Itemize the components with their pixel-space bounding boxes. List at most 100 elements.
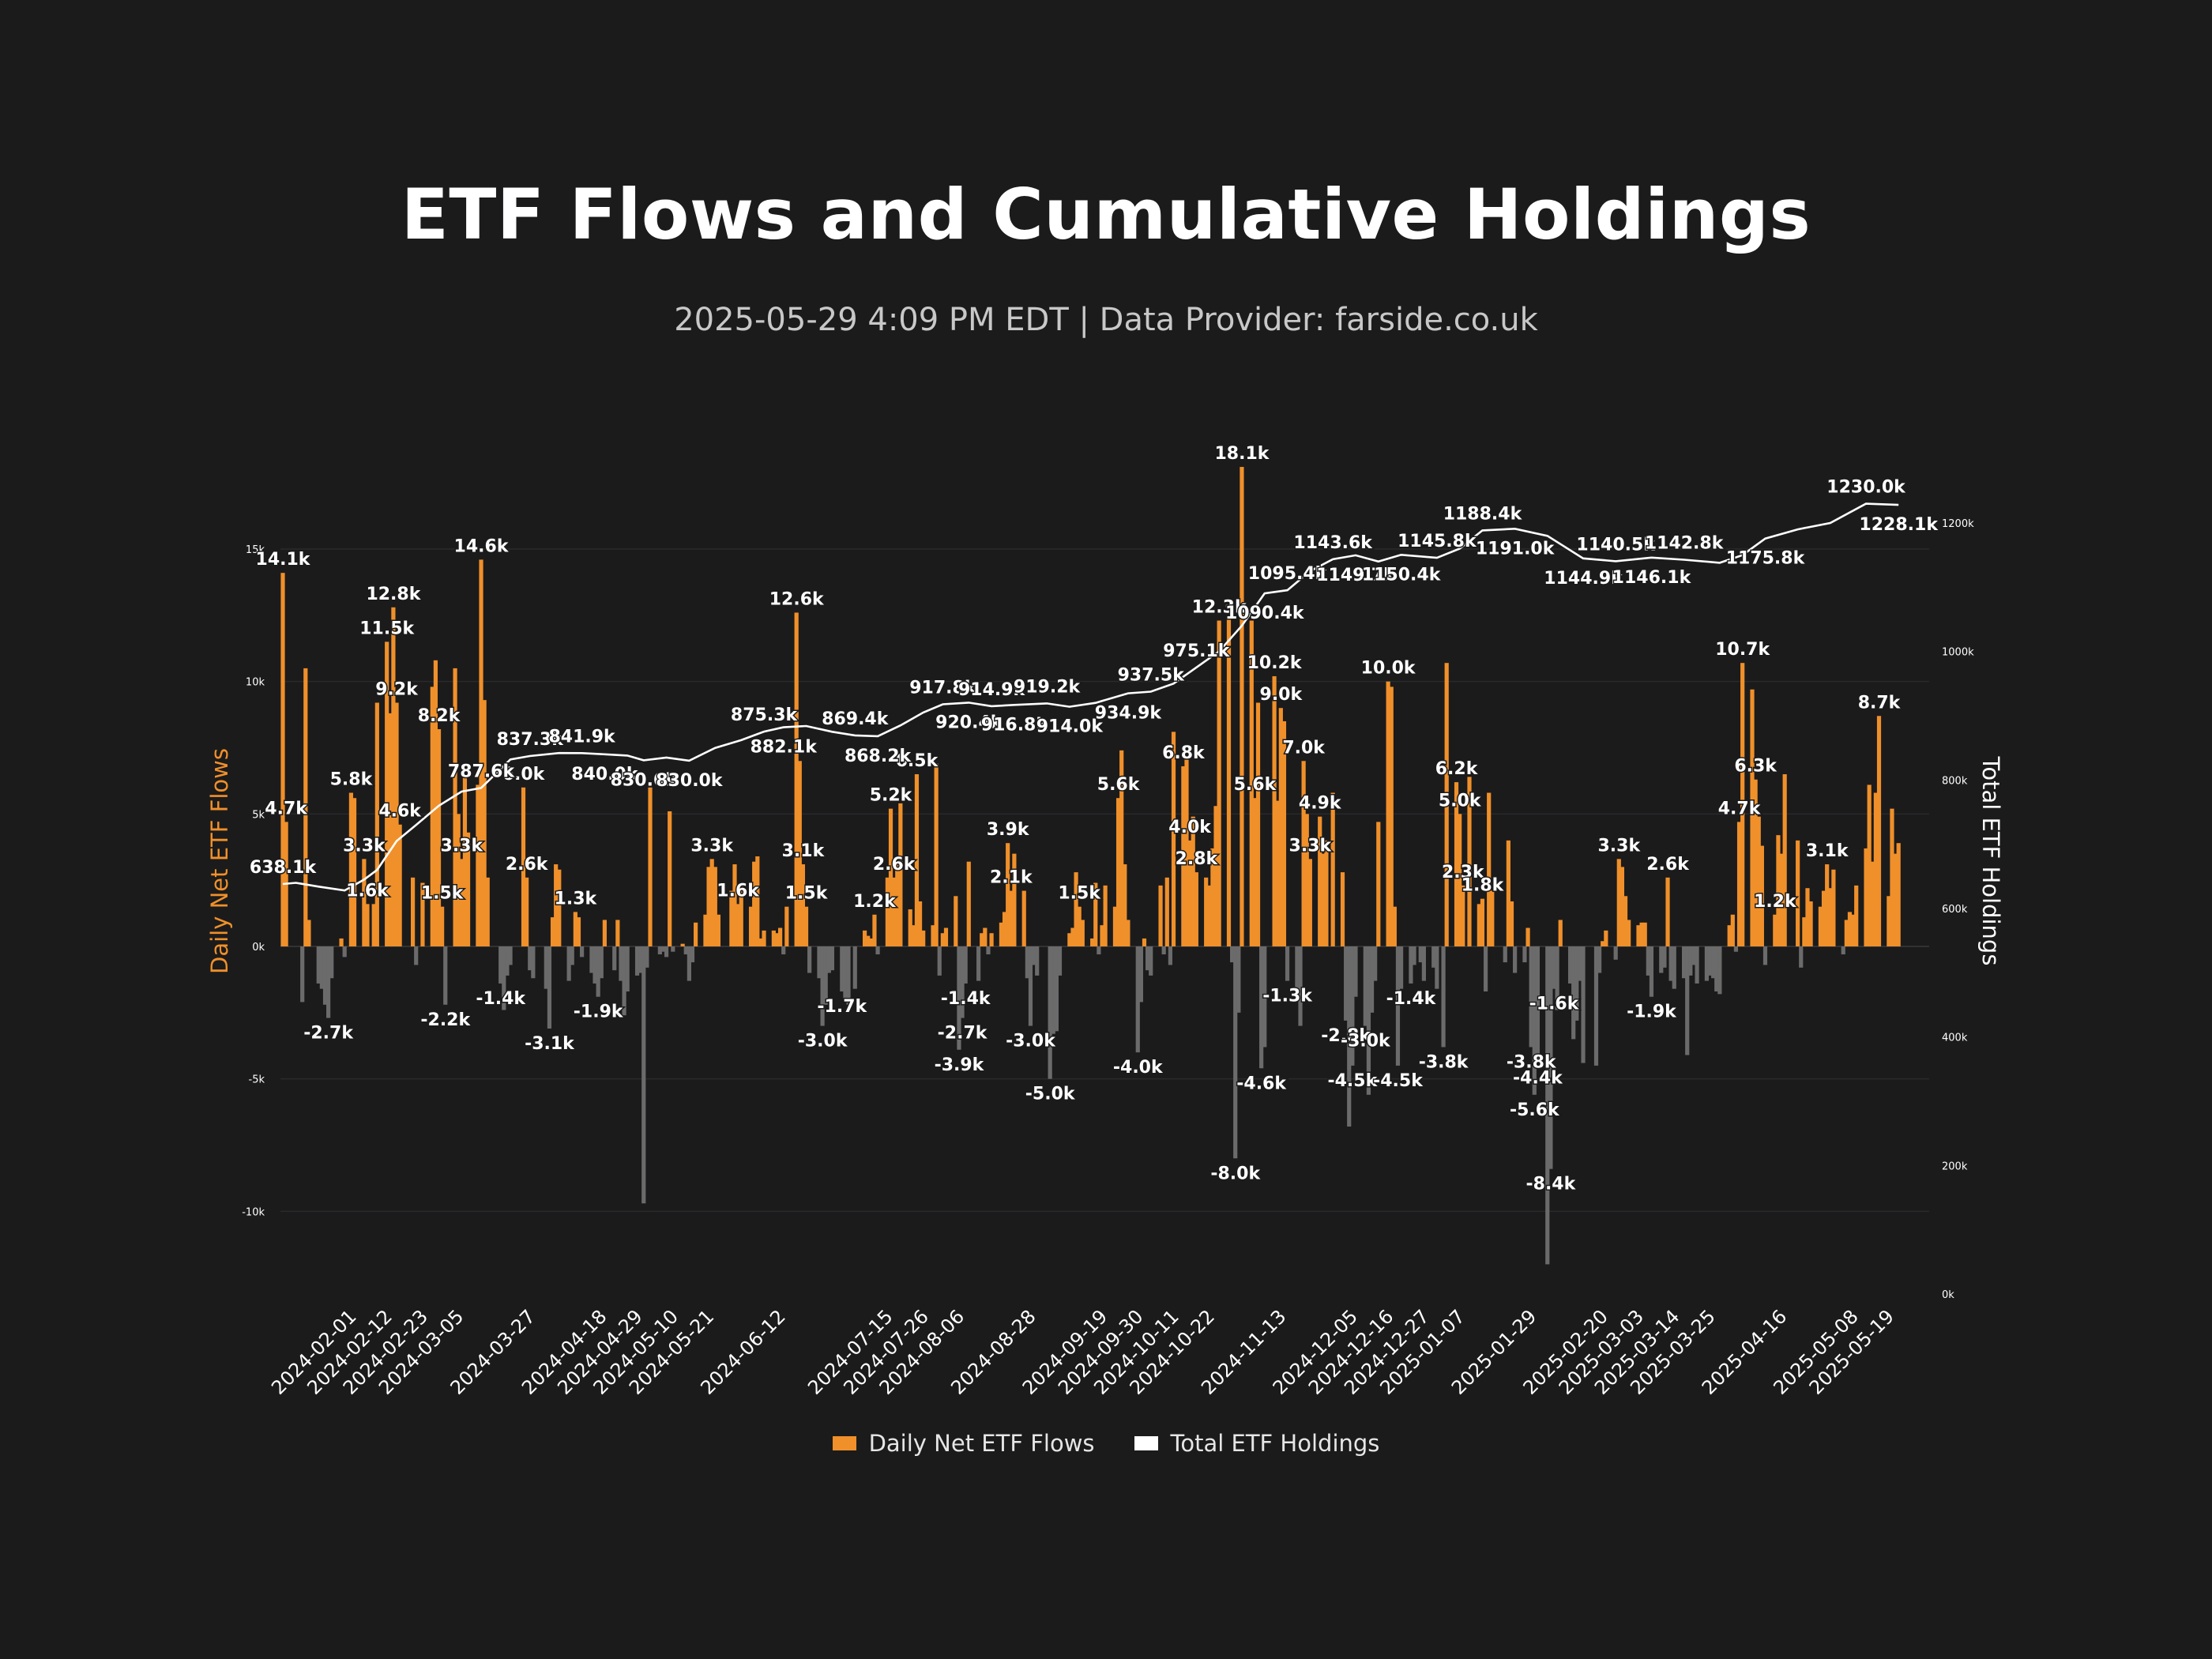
flow-data-label: 18.1k — [1214, 444, 1270, 464]
flow-bar — [1522, 946, 1527, 963]
flow-bar — [784, 906, 789, 946]
flow-bar — [1887, 896, 1891, 946]
flow-bar — [648, 787, 653, 946]
y-tick-label: -10k — [242, 1206, 265, 1218]
flow-data-label: 4.7k — [265, 799, 308, 818]
flow-bar — [1578, 946, 1582, 981]
flow-bar — [1613, 946, 1618, 960]
flow-bar — [440, 906, 445, 946]
flow-bar — [794, 612, 799, 946]
flow-data-label: -4.6k — [1236, 1074, 1287, 1093]
flow-bar — [1558, 920, 1563, 946]
flow-bar — [1255, 702, 1261, 946]
flow-bar — [1623, 896, 1628, 946]
flow-bar — [771, 930, 776, 946]
flow-bar — [1825, 864, 1830, 946]
flow-data-label: -3.0k — [1006, 1032, 1056, 1051]
flow-bar — [1711, 946, 1716, 979]
flow-data-label: -2.8k — [1321, 1026, 1371, 1046]
flow-bar — [1373, 946, 1378, 981]
flow-bar — [1730, 914, 1735, 946]
flow-bar — [1093, 882, 1098, 946]
flow-bar — [391, 607, 396, 946]
flow-bar — [1353, 946, 1358, 997]
flow-bar — [374, 702, 379, 946]
flow-bar — [803, 906, 809, 946]
flow-bar — [1695, 946, 1699, 984]
flow-bar — [566, 946, 571, 981]
y2-tick-label: 800k — [1942, 775, 1968, 787]
holdings-data-label: 638.1k — [250, 858, 318, 878]
flow-bar — [931, 925, 935, 946]
flow-bar — [1776, 835, 1781, 946]
flow-data-label: -4.0k — [1113, 1058, 1164, 1078]
flow-bar — [1321, 853, 1326, 946]
flow-data-label: 4.9k — [1299, 794, 1342, 814]
flow-bar — [846, 946, 851, 1005]
flow-data-label: -2.2k — [420, 1010, 471, 1030]
holdings-data-label: 1090.4k — [1225, 604, 1305, 623]
flow-bar — [921, 930, 926, 946]
flow-bar — [826, 946, 831, 973]
flow-bar — [1535, 946, 1540, 1063]
flow-bar — [966, 861, 971, 946]
flow-bar — [709, 859, 714, 946]
y2-tick-label: 1000k — [1942, 647, 1974, 659]
flow-bar — [1210, 848, 1215, 946]
y-tick-label: 5k — [252, 809, 265, 821]
flow-bar — [989, 933, 994, 946]
flow-bar — [1503, 946, 1507, 963]
flow-bar — [1893, 853, 1898, 946]
legend-item-flows[interactable]: Daily Net ETF Flows — [832, 1430, 1095, 1457]
legend-item-holdings[interactable]: Total ETF Holdings — [1134, 1430, 1379, 1457]
flow-bar — [937, 946, 942, 976]
flow-bar — [1149, 946, 1153, 976]
flow-data-label: 2.6k — [506, 855, 549, 875]
holdings-data-label: 1149.7k — [1316, 566, 1396, 585]
flow-bar — [976, 946, 981, 981]
flow-bar — [888, 808, 893, 946]
flow-bar — [960, 946, 965, 1018]
flow-bar — [1458, 814, 1462, 946]
flow-bar — [1805, 888, 1810, 946]
flow-bar — [687, 946, 691, 981]
flow-bar — [1119, 750, 1124, 946]
flow-bar — [1601, 941, 1605, 946]
holdings-data-label: 875.3k — [731, 705, 799, 725]
flow-bar — [1750, 689, 1755, 946]
flow-bar — [1021, 890, 1026, 946]
flow-bar — [1412, 946, 1416, 965]
flow-bar — [1158, 885, 1163, 946]
flow-bar — [1847, 912, 1853, 946]
flow-bar — [1171, 732, 1176, 946]
flow-bar — [1318, 816, 1322, 946]
flow-bar — [660, 946, 666, 952]
flow-bar — [1272, 675, 1277, 946]
flow-data-label: 1.8k — [1462, 876, 1505, 896]
flow-bar — [645, 946, 649, 968]
holdings-data-label: 1175.8k — [1726, 549, 1806, 569]
flow-bar — [898, 803, 903, 946]
flow-bar — [1532, 946, 1537, 1095]
flow-bar — [1714, 946, 1719, 992]
flow-data-label: -3.0k — [798, 1032, 848, 1051]
flow-bar — [1002, 912, 1007, 946]
flow-bar — [1252, 798, 1258, 946]
flow-bar — [1278, 708, 1283, 946]
flow-bar — [554, 864, 559, 946]
flow-bar — [1662, 946, 1667, 968]
flow-bar — [1620, 867, 1625, 946]
flow-bar — [443, 946, 448, 1005]
flow-bar — [1103, 885, 1108, 946]
flow-bar — [1762, 946, 1768, 965]
flow-bar — [1740, 663, 1745, 946]
flow-bar — [1262, 946, 1267, 1048]
holdings-data-label: 837.3k — [497, 730, 565, 750]
flow-bar — [459, 859, 464, 946]
holdings-data-label: 917.8k — [909, 679, 977, 698]
flow-data-label: 6.8k — [1162, 743, 1206, 763]
flow-bar — [1545, 946, 1550, 1265]
flow-bar — [752, 861, 757, 946]
flow-bar — [1126, 920, 1130, 946]
